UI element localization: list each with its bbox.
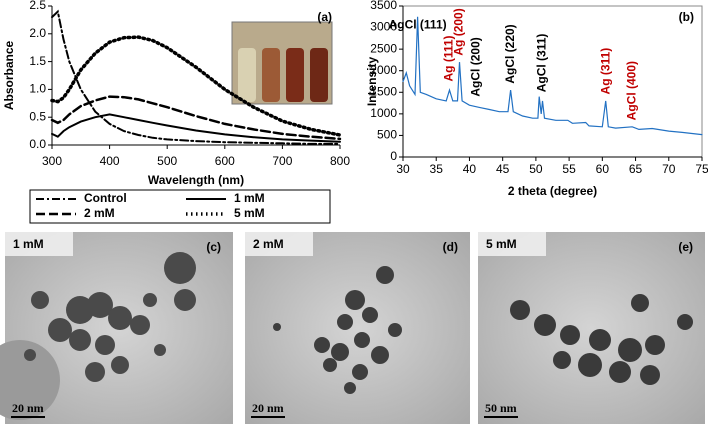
panel-label: (a) xyxy=(317,10,332,24)
legend-label: 1 mM xyxy=(234,191,265,205)
x-tick-label: 700 xyxy=(272,154,292,168)
y-axis-title: Absorbance xyxy=(2,41,16,111)
x-tick-label: 400 xyxy=(100,154,120,168)
concentration-label: 2 mM xyxy=(253,237,284,251)
peak-annotation: Ag (311) xyxy=(598,48,612,95)
scale-bar-label: 20 nm xyxy=(252,401,284,415)
peak-annotation: AgCl (220) xyxy=(503,24,517,83)
y-tick-label: 0.5 xyxy=(29,109,46,123)
data-line xyxy=(50,35,342,137)
inset-photo xyxy=(231,21,333,105)
panel-label: (d) xyxy=(443,240,458,254)
y-tick-label: 3500 xyxy=(370,0,397,12)
x-tick-label: 65 xyxy=(629,162,643,176)
label-bg xyxy=(5,232,73,256)
y-tick-label: 2.5 xyxy=(29,0,46,12)
x-tick-label: 70 xyxy=(662,162,676,176)
x-tick-label: 300 xyxy=(42,154,62,168)
panel-label: (e) xyxy=(678,240,693,254)
tem-c xyxy=(0,232,233,424)
legend-label: 2 mM xyxy=(84,206,115,220)
x-tick-label: 600 xyxy=(215,154,235,168)
label-bg xyxy=(245,232,313,256)
concentration-label: 1 mM xyxy=(13,237,44,251)
panel-label: (c) xyxy=(206,240,221,254)
data-line xyxy=(402,16,703,136)
concentration-label: 5 mM xyxy=(486,237,517,251)
peak-annotation: Ag (200) xyxy=(452,8,466,55)
data-line xyxy=(51,9,341,145)
scale-bar-label: 50 nm xyxy=(485,401,517,415)
x-axis-title: Wavelength (nm) xyxy=(148,173,244,187)
y-tick-label: 1000 xyxy=(370,106,397,120)
label-bg xyxy=(478,232,546,256)
x-tick-label: 45 xyxy=(496,162,510,176)
y-tick-label: 1500 xyxy=(370,84,397,98)
legend-label: 5 mM xyxy=(234,206,265,220)
x-tick-label: 40 xyxy=(463,162,477,176)
y-axis-title: Intensity xyxy=(365,57,379,107)
legend-box xyxy=(29,189,331,224)
y-tick-label: 0 xyxy=(390,149,397,163)
y-tick-label: 3000 xyxy=(370,20,397,34)
x-tick-label: 50 xyxy=(529,162,543,176)
x-axis-title: 2 theta (degree) xyxy=(508,184,597,198)
tem-e xyxy=(478,232,705,424)
legend-label: Control xyxy=(84,191,127,205)
scale-bar-label: 20 nm xyxy=(12,401,44,415)
x-tick-label: 75 xyxy=(695,162,708,176)
data-line xyxy=(51,113,341,143)
y-tick-label: 2500 xyxy=(370,41,397,55)
y-tick-label: 1.0 xyxy=(29,82,46,96)
x-tick-label: 30 xyxy=(396,162,410,176)
tem-d xyxy=(245,232,470,424)
x-tick-label: 800 xyxy=(330,154,350,168)
peak-annotation: Ag (111) xyxy=(442,35,456,81)
peak-annotation: AgCl (111) xyxy=(389,18,447,32)
peak-annotation: AgCl (400) xyxy=(624,61,638,120)
y-tick-label: 2.0 xyxy=(29,26,46,40)
x-tick-label: 35 xyxy=(430,162,444,176)
x-tick-label: 60 xyxy=(596,162,610,176)
y-tick-label: 500 xyxy=(377,128,397,142)
y-tick-label: 0.0 xyxy=(29,137,46,151)
peak-annotation: AgCl (200) xyxy=(468,37,482,96)
peak-annotation: AgCl (311) xyxy=(535,34,549,93)
y-tick-label: 2000 xyxy=(370,63,397,77)
panel-label: (b) xyxy=(679,10,694,24)
x-tick-label: 55 xyxy=(562,162,576,176)
data-line xyxy=(50,95,342,141)
y-tick-label: 1.5 xyxy=(29,54,46,68)
x-tick-label: 500 xyxy=(157,154,177,168)
